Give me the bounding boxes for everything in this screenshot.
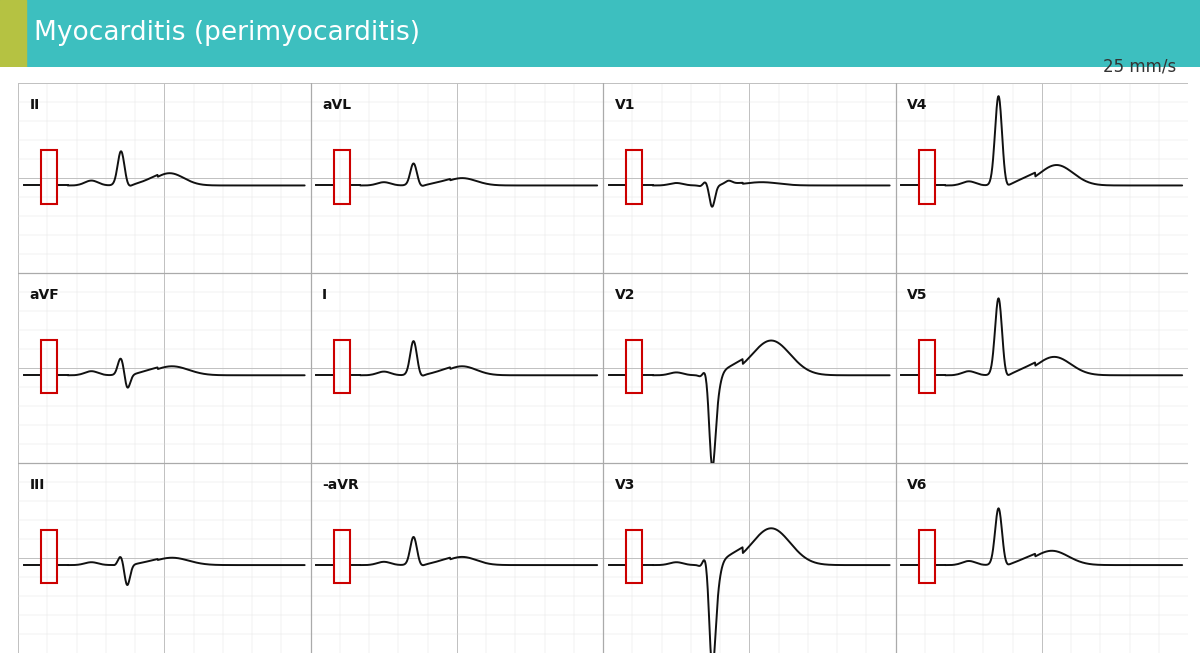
Bar: [334, 340, 350, 394]
Bar: [919, 151, 935, 204]
Text: V1: V1: [614, 99, 635, 113]
Bar: [919, 340, 935, 394]
Bar: [626, 340, 642, 394]
Text: -aVR: -aVR: [322, 478, 359, 492]
Text: aVL: aVL: [322, 99, 352, 113]
Text: 25 mm/s: 25 mm/s: [1103, 57, 1176, 76]
Text: Myocarditis (perimyocarditis): Myocarditis (perimyocarditis): [34, 20, 420, 47]
Text: aVF: aVF: [30, 288, 60, 302]
Text: V6: V6: [907, 478, 928, 492]
Bar: [42, 151, 58, 204]
Text: V5: V5: [907, 288, 928, 302]
Bar: [334, 151, 350, 204]
Bar: [626, 530, 642, 583]
Bar: [0, 0, 26, 67]
Text: II: II: [30, 99, 40, 113]
Text: V4: V4: [907, 99, 928, 113]
Text: III: III: [30, 478, 46, 492]
Bar: [42, 340, 58, 394]
Text: I: I: [322, 288, 328, 302]
Bar: [42, 530, 58, 583]
Text: V3: V3: [614, 478, 635, 492]
Bar: [626, 151, 642, 204]
Text: V2: V2: [614, 288, 635, 302]
Bar: [334, 530, 350, 583]
Bar: [919, 530, 935, 583]
